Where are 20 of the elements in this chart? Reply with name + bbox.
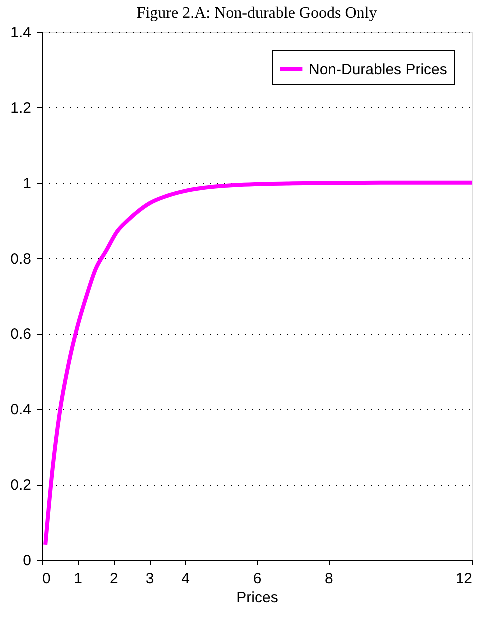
x-tick-label: 6 [253, 570, 262, 588]
legend-label: Non-Durables Prices [309, 62, 448, 78]
x-tick-label: 4 [182, 570, 190, 588]
y-tick-label: 1 [23, 175, 32, 192]
x-tick-label: 3 [146, 570, 154, 588]
x-tick-label: 0 [42, 570, 51, 588]
x-tick-label: 8 [324, 570, 334, 588]
y-tick-label: 0.8 [10, 250, 32, 268]
y-tick-label: 1.4 [10, 24, 32, 42]
chart-title: Figure 2.A: Non-durable Goods Only [136, 5, 378, 22]
y-tick-label: 0.4 [10, 402, 32, 419]
line-series [44, 180, 474, 547]
x-axis-title: Prices [236, 590, 278, 606]
x-tick-label: 12 [456, 570, 472, 588]
y-tick-label: 1.2 [10, 100, 32, 117]
y-tick-label: 0.2 [10, 477, 32, 494]
x-tick-label: 2 [110, 570, 118, 588]
x-tick-label: 1 [74, 570, 83, 588]
y-tick-label: 0.6 [10, 326, 32, 344]
y-tick-label: 0 [23, 552, 32, 570]
